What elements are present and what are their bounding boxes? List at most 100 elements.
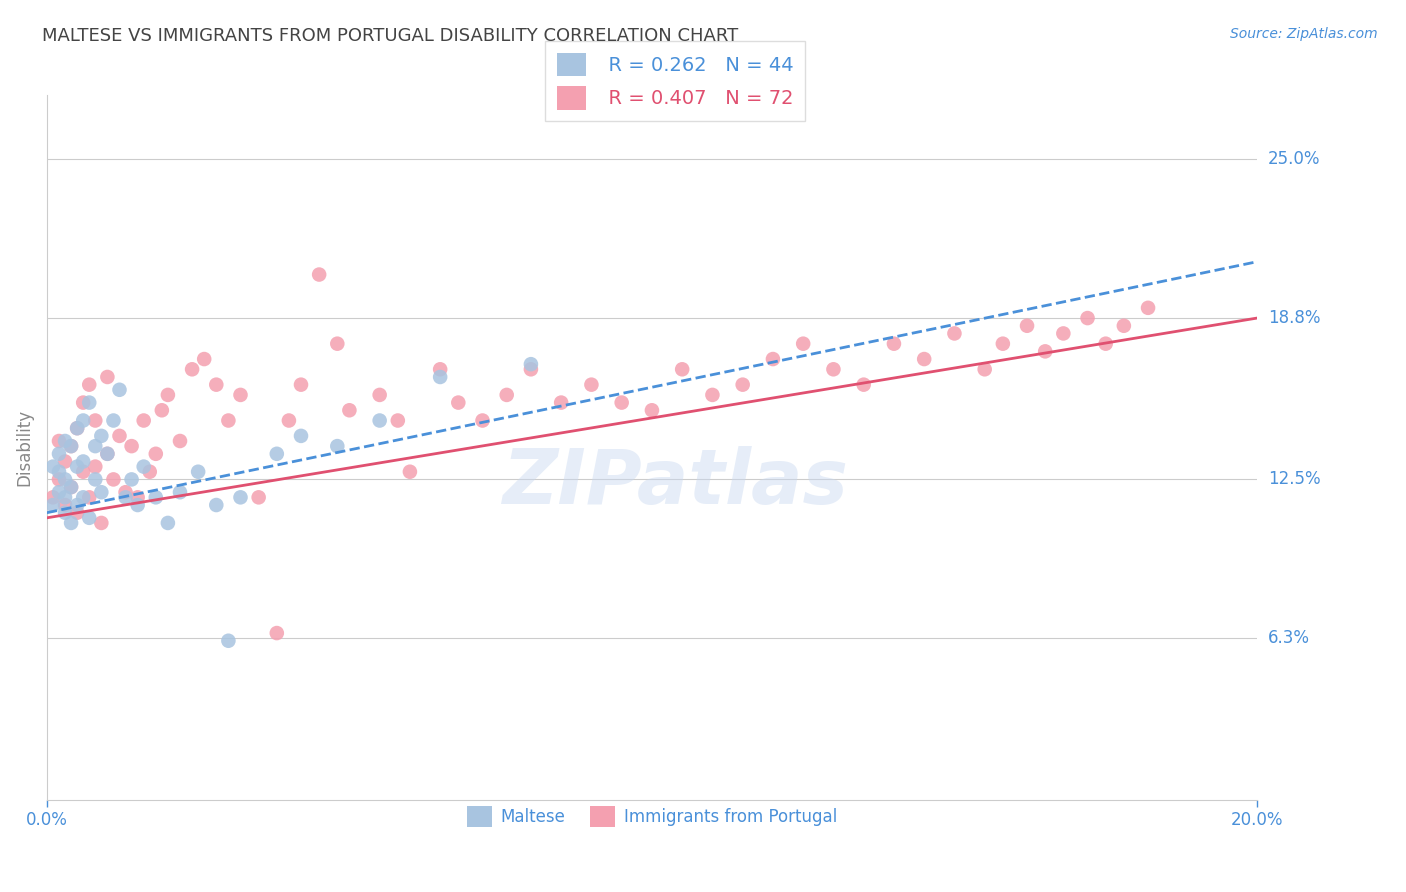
Point: [610, 395, 633, 409]
Point: [581, 377, 603, 392]
Point: [90, 429, 112, 443]
Point: [1137, 301, 1160, 315]
Point: [641, 403, 664, 417]
Point: [114, 491, 136, 505]
Point: [84, 413, 107, 427]
Point: [60, 480, 83, 494]
Point: [53, 454, 76, 468]
Point: [471, 413, 494, 427]
Point: [77, 491, 100, 505]
Point: [132, 413, 155, 427]
Point: [84, 439, 107, 453]
Point: [169, 485, 191, 500]
Point: [1094, 336, 1116, 351]
Point: [84, 459, 107, 474]
Point: [1033, 344, 1056, 359]
Point: [72, 395, 94, 409]
Point: [229, 388, 252, 402]
Point: [72, 465, 94, 479]
Point: [66, 421, 89, 435]
Point: [121, 439, 143, 453]
Point: [72, 491, 94, 505]
Point: [77, 377, 100, 392]
Point: [114, 485, 136, 500]
Point: [368, 413, 391, 427]
Text: Source: ZipAtlas.com: Source: ZipAtlas.com: [1230, 27, 1378, 41]
Point: [53, 491, 76, 505]
Point: [48, 472, 70, 486]
Point: [943, 326, 966, 341]
Point: [48, 447, 70, 461]
Point: [96, 447, 118, 461]
Point: [266, 626, 288, 640]
Point: [792, 336, 814, 351]
Point: [66, 459, 89, 474]
Point: [53, 498, 76, 512]
Text: 12.5%: 12.5%: [1268, 470, 1320, 489]
Point: [60, 480, 83, 494]
Point: [48, 465, 70, 479]
Point: [127, 491, 149, 505]
Point: [229, 491, 252, 505]
Point: [53, 434, 76, 448]
Point: [84, 472, 107, 486]
Point: [48, 485, 70, 500]
Point: [108, 429, 131, 443]
Point: [53, 472, 76, 486]
Point: [308, 268, 330, 282]
Point: [217, 413, 239, 427]
Point: [156, 516, 179, 530]
Point: [973, 362, 995, 376]
Point: [90, 485, 112, 500]
Point: [42, 459, 65, 474]
Point: [96, 447, 118, 461]
Point: [132, 459, 155, 474]
Point: [290, 429, 312, 443]
Y-axis label: Disability: Disability: [15, 409, 32, 486]
Point: [103, 413, 125, 427]
Point: [42, 491, 65, 505]
Point: [1052, 326, 1074, 341]
Point: [139, 465, 162, 479]
Point: [193, 352, 215, 367]
Text: ZIPatlas: ZIPatlas: [503, 446, 849, 520]
Point: [103, 472, 125, 486]
Point: [150, 403, 173, 417]
Point: [145, 491, 167, 505]
Point: [42, 498, 65, 512]
Point: [266, 447, 288, 461]
Point: [762, 352, 785, 367]
Point: [60, 439, 83, 453]
Point: [495, 388, 517, 402]
Point: [72, 413, 94, 427]
Point: [823, 362, 845, 376]
Legend: Maltese, Immigrants from Portugal: Maltese, Immigrants from Portugal: [460, 800, 844, 833]
Point: [187, 465, 209, 479]
Point: [368, 388, 391, 402]
Point: [1112, 318, 1135, 333]
Point: [121, 472, 143, 486]
Point: [1015, 318, 1038, 333]
Point: [277, 413, 299, 427]
Point: [671, 362, 693, 376]
Point: [387, 413, 409, 427]
Point: [60, 516, 83, 530]
Point: [205, 377, 228, 392]
Point: [181, 362, 204, 376]
Point: [702, 388, 724, 402]
Point: [290, 377, 312, 392]
Text: 25.0%: 25.0%: [1268, 151, 1320, 169]
Point: [169, 434, 191, 448]
Point: [53, 506, 76, 520]
Point: [1077, 311, 1099, 326]
Point: [77, 511, 100, 525]
Point: [326, 336, 349, 351]
Point: [66, 506, 89, 520]
Point: [156, 388, 179, 402]
Text: 6.3%: 6.3%: [1268, 629, 1310, 648]
Point: [429, 370, 451, 384]
Text: MALTESE VS IMMIGRANTS FROM PORTUGAL DISABILITY CORRELATION CHART: MALTESE VS IMMIGRANTS FROM PORTUGAL DISA…: [42, 27, 738, 45]
Point: [429, 362, 451, 376]
Point: [883, 336, 905, 351]
Point: [77, 395, 100, 409]
